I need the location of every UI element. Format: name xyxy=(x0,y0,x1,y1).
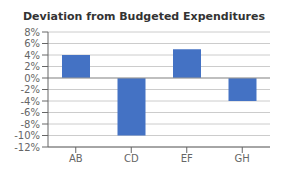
svg-text:-4%: -4% xyxy=(21,96,40,107)
svg-text:-8%: -8% xyxy=(21,119,40,130)
svg-text:4%: 4% xyxy=(24,50,40,61)
svg-text:-10%: -10% xyxy=(14,130,40,141)
svg-text:CD: CD xyxy=(124,153,139,164)
svg-text:AB: AB xyxy=(69,153,83,164)
svg-text:6%: 6% xyxy=(24,38,40,49)
svg-text:EF: EF xyxy=(181,153,193,164)
svg-text:-6%: -6% xyxy=(21,107,40,118)
svg-text:-2%: -2% xyxy=(21,84,40,95)
html-text:Deviation from Budgeted Expend: Deviation from Budgeted Expenditures xyxy=(23,10,265,23)
svg-text:GH: GH xyxy=(235,153,250,164)
svg-text:2%: 2% xyxy=(24,61,40,72)
svg-text:0%: 0% xyxy=(24,73,40,84)
svg-text:8%: 8% xyxy=(24,27,40,38)
svg-text:-12%: -12% xyxy=(14,142,40,153)
